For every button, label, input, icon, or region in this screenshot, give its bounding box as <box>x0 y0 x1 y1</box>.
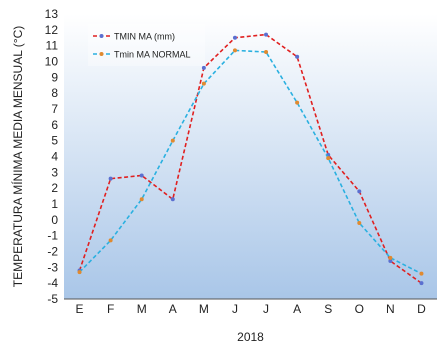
data-point <box>232 35 237 40</box>
legend-label: TMIN MA (mm) <box>114 32 175 42</box>
x-tick-label: A <box>293 302 301 316</box>
data-point <box>108 238 113 243</box>
y-tick-label: 11 <box>46 39 59 53</box>
series-line <box>78 33 422 284</box>
y-tick-label: 13 <box>45 7 59 21</box>
x-tick-label: D <box>417 302 426 316</box>
y-tick-label: -2 <box>47 245 58 259</box>
legend-marker <box>99 52 104 56</box>
data-point <box>419 271 424 276</box>
x-tick-label: J <box>263 302 269 316</box>
y-tick-label: 1 <box>51 197 58 211</box>
y-tick-label: 2 <box>51 181 58 195</box>
data-point <box>357 189 362 194</box>
x-tick-label: A <box>169 302 177 316</box>
data-point <box>295 100 300 105</box>
data-point <box>201 81 206 86</box>
data-point <box>201 65 206 70</box>
y-tick-label: -3 <box>47 260 58 274</box>
data-point <box>326 156 331 161</box>
data-point <box>264 32 269 37</box>
y-tick-label: 3 <box>51 165 58 179</box>
y-tick-label: 10 <box>45 55 59 69</box>
y-tick-label: 5 <box>51 134 58 148</box>
data-point <box>170 197 175 202</box>
legend-box <box>88 24 205 66</box>
data-point <box>388 259 393 263</box>
data-point <box>77 270 82 275</box>
data-point <box>419 281 424 286</box>
plot-area <box>64 14 437 299</box>
series-layer <box>77 32 424 286</box>
legend-label: Tmin MA NORMAL <box>114 50 191 60</box>
x-tick-label: J <box>232 302 238 316</box>
x-tick-label: E <box>76 302 84 316</box>
y-tick-label: 7 <box>51 102 58 116</box>
data-point <box>170 138 175 143</box>
x-tick-label: M <box>137 302 147 316</box>
x-tick-label: M <box>199 302 209 316</box>
data-point <box>232 48 237 53</box>
y-tick-label: 9 <box>51 70 58 84</box>
data-point <box>388 255 393 260</box>
series-line <box>78 49 422 275</box>
y-tick-label: 8 <box>51 86 58 100</box>
data-point <box>139 173 144 178</box>
data-point <box>264 50 269 54</box>
data-point <box>357 221 362 225</box>
y-axis-title: TEMPERATURA MÍNIMA MEDIA MENSUAL (°C) <box>10 26 25 288</box>
y-tick-label: -1 <box>47 229 58 243</box>
y-tick-label: 0 <box>51 213 58 227</box>
x-tick-label: O <box>355 302 364 316</box>
y-tick-label: -5 <box>47 292 58 306</box>
y-tick-label: 4 <box>51 150 58 164</box>
y-tick-label: 6 <box>51 118 58 132</box>
legend: TMIN MA (mm) Tmin MA NORMAL <box>88 24 205 66</box>
data-point <box>108 176 113 181</box>
x-tick-label: F <box>107 302 114 316</box>
y-tick-label: -4 <box>47 276 58 290</box>
x-tick-label: N <box>386 302 395 316</box>
y-tick-label: 12 <box>45 23 59 37</box>
x-tick-label: S <box>324 302 332 316</box>
x-axis-title: 2018 <box>237 330 264 344</box>
data-point <box>139 197 144 202</box>
data-point <box>295 54 300 59</box>
legend-marker <box>99 34 104 38</box>
